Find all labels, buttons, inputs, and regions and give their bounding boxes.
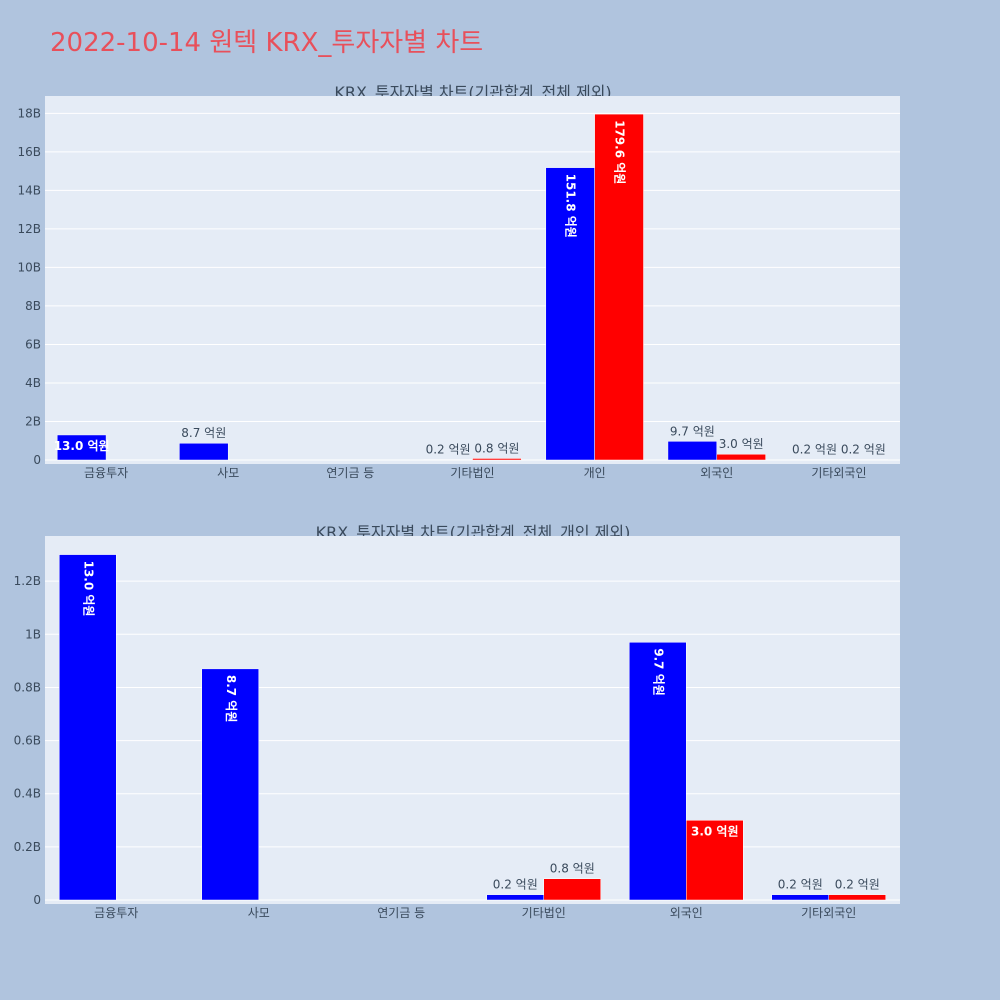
chart2-xtick-label: 기타법인 [522,906,566,920]
chart1-ytick-label: 2B [25,414,41,428]
chart1-ytick-label: 14B [17,183,41,197]
chart2-bar [486,894,544,901]
chart1-ytick-label: 4B [25,376,41,390]
chart1-xtick-label: 기타법인 [450,466,494,480]
chart2-bar [629,642,687,901]
chart1-plot-area [45,96,900,464]
chart2-bar [543,878,601,901]
chart2-data-label: 0.2 억원 [493,878,538,892]
chart1-bar [56,434,107,461]
chart1-data-label: 3.0 억원 [719,437,764,451]
chart2-data-label: 0.2 억원 [778,878,823,892]
chart1-data-label: 9.7 억원 [670,424,715,438]
chart2-bar [59,554,117,901]
chart1-xtick-label: 기타외국인 [811,466,866,480]
chart1-bar [716,453,766,461]
chart1-ytick-label: 12B [17,222,41,236]
chart1-bar [472,458,522,461]
chart1-ytick-label: 16B [17,145,41,159]
chart2-bar [828,894,886,901]
chart2-data-label: 8.7 억원 [224,675,238,723]
chart1-ytick-label: 0 [33,453,41,467]
chart1-data-label: 179.6 억원 [613,120,627,184]
chart2-xtick-label: 기타외국인 [801,906,856,920]
chart2-xtick-label: 연기금 등 [377,906,425,920]
chart2-data-label: 9.7 억원 [651,648,665,696]
chart2-data-label: 0.8 억원 [550,862,595,876]
chart1-ytick-label: 6B [25,337,41,351]
chart1-xtick-label: 사모 [217,466,239,480]
chart1-data-label: 151.8 억원 [564,174,578,238]
chart1-data-label: 8.7 억원 [181,426,226,440]
chart1-data-label: 0.8 억원 [474,441,519,455]
chart1-xtick-label: 연기금 등 [326,466,374,480]
chart2-data-label: 3.0 억원 [691,824,739,838]
chart2-ytick-label: 0.2B [14,840,41,854]
chart1-ytick-label: 8B [25,299,41,313]
chart2-ytick-label: 1B [25,627,41,641]
chart1-bar [594,113,644,461]
chart2-data-label: 0.2 억원 [835,878,880,892]
chart2-ytick-label: 0.4B [14,787,41,801]
chart2-ytick-label: 1.2B [14,574,41,588]
chart1-ytick-label: 18B [17,106,41,120]
chart1-data-label: 0.2 억원 [426,443,471,457]
chart2-ytick-label: 0.6B [14,734,41,748]
chart2-plot-area [45,536,900,904]
chart2-bar [686,820,744,901]
chart1-bar [667,441,718,461]
chart2-ytick-label: 0 [33,893,41,907]
chart2-ytick-label: 0.8B [14,680,41,694]
chart2-xtick-label: 사모 [248,906,270,920]
chart1-data-label: 0.2 억원 [792,443,837,457]
chart1-xtick-label: 금융투자 [84,466,128,480]
chart1-bar [179,442,229,461]
chart1-ytick-label: 10B [17,260,41,274]
chart2-bar [771,894,829,901]
chart1-data-label: 0.2 억원 [841,443,886,457]
chart2-xtick-label: 외국인 [670,906,703,920]
chart1-bar [545,167,595,461]
chart1-data-label: 13.0 억원 [54,439,110,453]
chart2-bar [201,668,259,901]
chart1-xtick-label: 개인 [584,466,606,480]
page-title: 2022-10-14 원텍 KRX_투자자별 차트 [50,28,484,58]
chart2-data-label: 13.0 억원 [81,561,95,617]
chart2-xtick-label: 금융투자 [94,906,138,920]
chart1-xtick-label: 외국인 [700,466,733,480]
